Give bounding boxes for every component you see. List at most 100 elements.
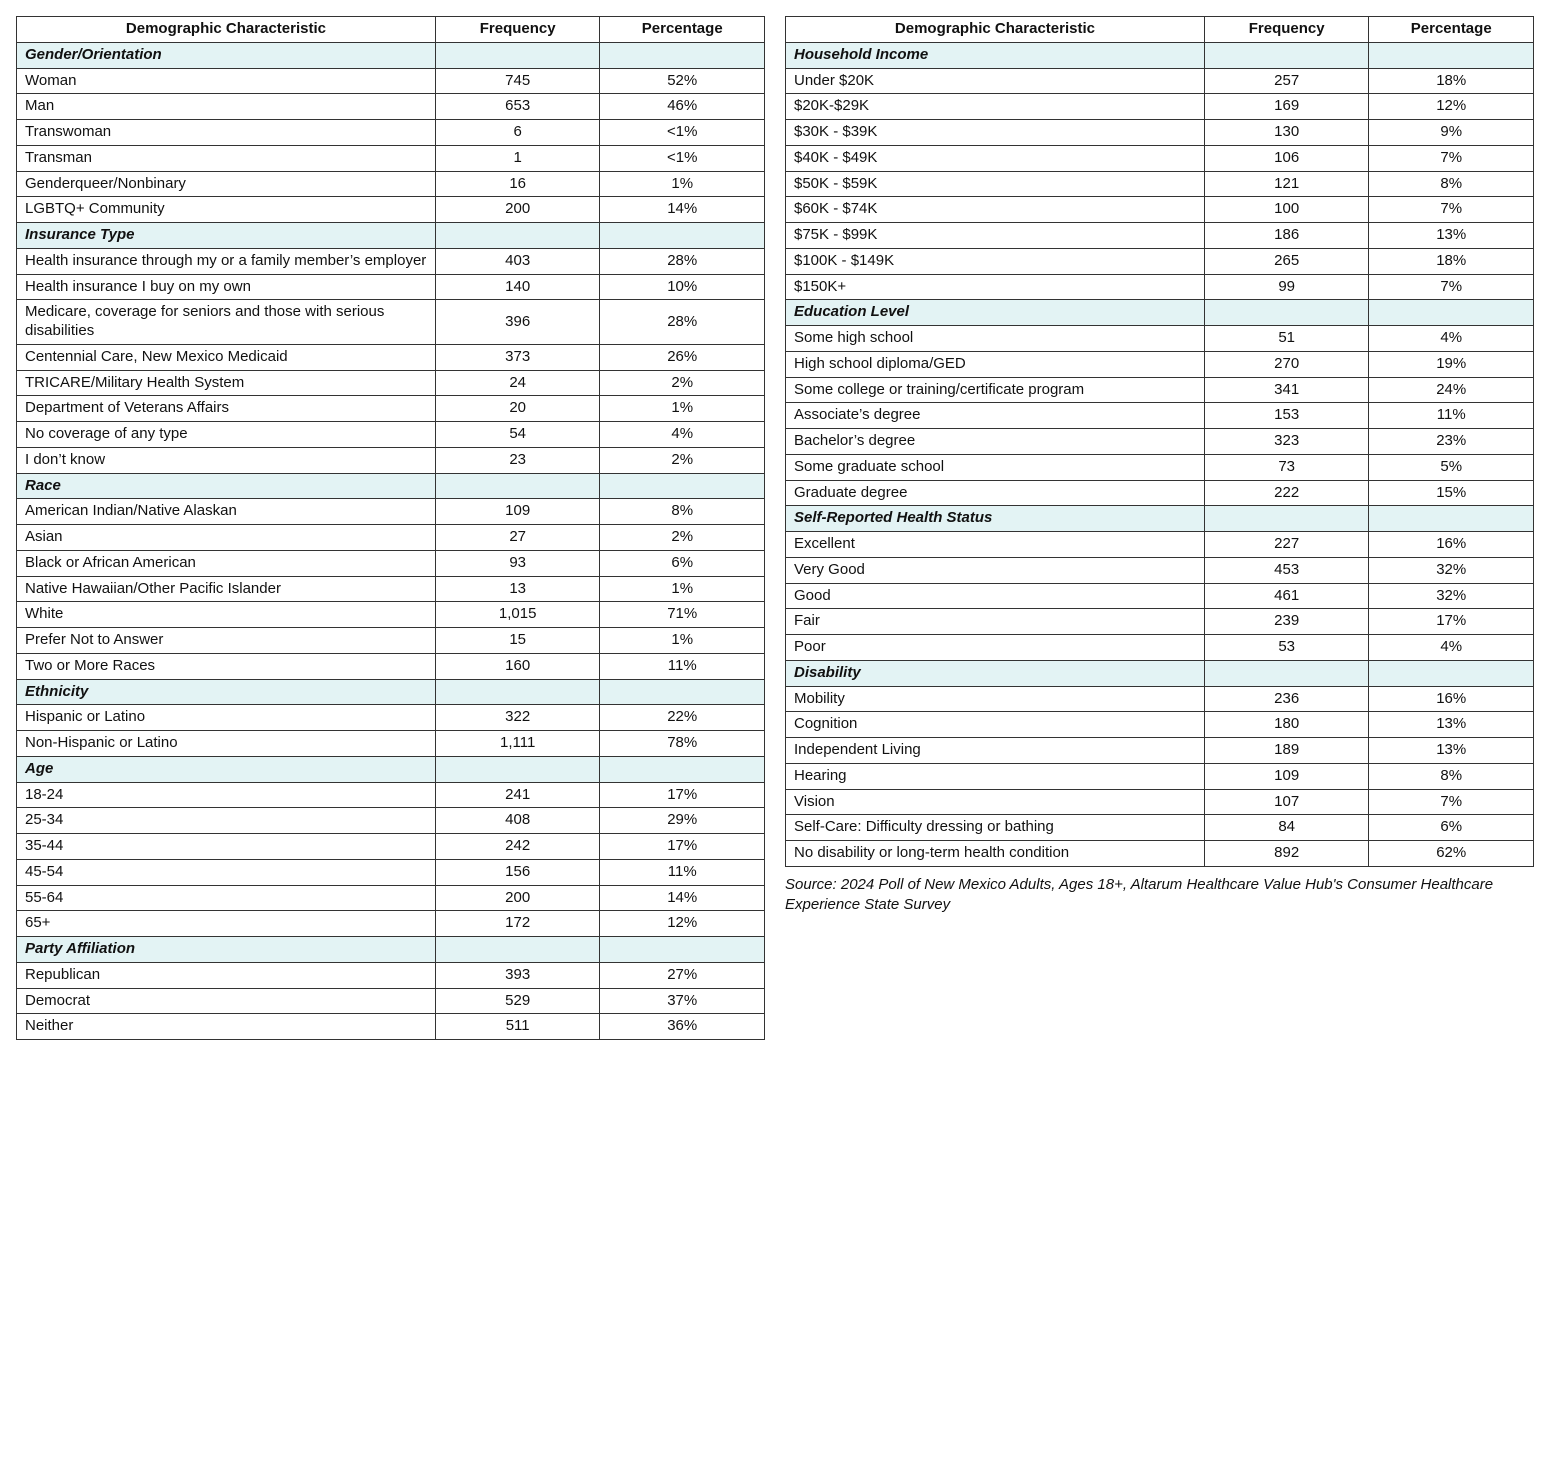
table-row: Native Hawaiian/Other Pacific Islander13… [17,576,765,602]
row-frequency: 396 [435,300,600,345]
row-frequency: 6 [435,120,600,146]
table-row: Health insurance through my or a family … [17,248,765,274]
row-label: Transman [17,145,436,171]
section-pct-empty [600,756,765,782]
row-label: LGBTQ+ Community [17,197,436,223]
section-pct-empty [1369,300,1534,326]
row-frequency: 257 [1204,68,1369,94]
row-frequency: 172 [435,911,600,937]
table-row: $40K - $49K1067% [786,145,1534,171]
row-label: Prefer Not to Answer [17,628,436,654]
row-label: Graduate degree [786,480,1205,506]
row-frequency: 186 [1204,223,1369,249]
row-percentage: 32% [1369,557,1534,583]
table-row: Under $20K25718% [786,68,1534,94]
table-row: Independent Living18913% [786,738,1534,764]
row-percentage: 16% [1369,686,1534,712]
row-label: No disability or long-term health condit… [786,841,1205,867]
section-header: Disability [786,660,1534,686]
row-percentage: 62% [1369,841,1534,867]
row-percentage: 5% [1369,454,1534,480]
row-label: Health insurance I buy on my own [17,274,436,300]
row-label: No coverage of any type [17,422,436,448]
row-frequency: 20 [435,396,600,422]
row-frequency: 239 [1204,609,1369,635]
table-row: Man65346% [17,94,765,120]
row-frequency: 160 [435,653,600,679]
row-frequency: 892 [1204,841,1369,867]
section-header: Ethnicity [17,679,765,705]
header-frequency: Frequency [435,17,600,43]
row-percentage: 6% [1369,815,1534,841]
row-frequency: 189 [1204,738,1369,764]
source-citation: Source: 2024 Poll of New Mexico Adults, … [785,875,1534,916]
row-frequency: 408 [435,808,600,834]
row-frequency: 23 [435,447,600,473]
row-percentage: 17% [600,782,765,808]
row-percentage: 8% [600,499,765,525]
row-label: 45-54 [17,859,436,885]
row-percentage: 2% [600,447,765,473]
table-row: $50K - $59K1218% [786,171,1534,197]
row-frequency: 1,111 [435,731,600,757]
row-percentage: 9% [1369,120,1534,146]
row-frequency: 242 [435,834,600,860]
row-label: Black or African American [17,550,436,576]
section-freq-empty [435,937,600,963]
section-header: Party Affiliation [17,937,765,963]
row-percentage: 23% [1369,429,1534,455]
row-percentage: 4% [1369,635,1534,661]
row-label: Centennial Care, New Mexico Medicaid [17,344,436,370]
table-row: I don’t know232% [17,447,765,473]
row-percentage: 22% [600,705,765,731]
table-row: $60K - $74K1007% [786,197,1534,223]
table-row: Prefer Not to Answer151% [17,628,765,654]
table-row: $30K - $39K1309% [786,120,1534,146]
section-label: Self-Reported Health Status [786,506,1205,532]
table-row: $100K - $149K26518% [786,248,1534,274]
section-label: Household Income [786,42,1205,68]
row-percentage: 14% [600,885,765,911]
row-label: Vision [786,789,1205,815]
table-row: Black or African American936% [17,550,765,576]
row-frequency: 13 [435,576,600,602]
table-row: Cognition18013% [786,712,1534,738]
row-label: Genderqueer/Nonbinary [17,171,436,197]
section-freq-empty [1204,660,1369,686]
row-percentage: 1% [600,576,765,602]
table-row: Fair23917% [786,609,1534,635]
row-percentage: 29% [600,808,765,834]
row-label: Under $20K [786,68,1205,94]
row-frequency: 140 [435,274,600,300]
row-percentage: 7% [1369,197,1534,223]
row-label: $40K - $49K [786,145,1205,171]
row-frequency: 511 [435,1014,600,1040]
row-percentage: 28% [600,300,765,345]
row-label: Transwoman [17,120,436,146]
section-header: Education Level [786,300,1534,326]
row-frequency: 156 [435,859,600,885]
section-header: Household Income [786,42,1534,68]
row-label: 35-44 [17,834,436,860]
section-freq-empty [1204,300,1369,326]
row-label: 25-34 [17,808,436,834]
row-label: Republican [17,962,436,988]
table-row: Woman74552% [17,68,765,94]
section-pct-empty [1369,660,1534,686]
row-percentage: 2% [600,525,765,551]
table-row: LGBTQ+ Community20014% [17,197,765,223]
row-percentage: 13% [1369,738,1534,764]
row-label: Some high school [786,326,1205,352]
section-header: Insurance Type [17,223,765,249]
section-label: Disability [786,660,1205,686]
row-frequency: 241 [435,782,600,808]
row-frequency: 153 [1204,403,1369,429]
row-label: Good [786,583,1205,609]
section-pct-empty [600,42,765,68]
table-row: Centennial Care, New Mexico Medicaid3732… [17,344,765,370]
row-percentage: 32% [1369,583,1534,609]
section-label: Gender/Orientation [17,42,436,68]
row-percentage: 71% [600,602,765,628]
table-row: 35-4424217% [17,834,765,860]
row-frequency: 1 [435,145,600,171]
